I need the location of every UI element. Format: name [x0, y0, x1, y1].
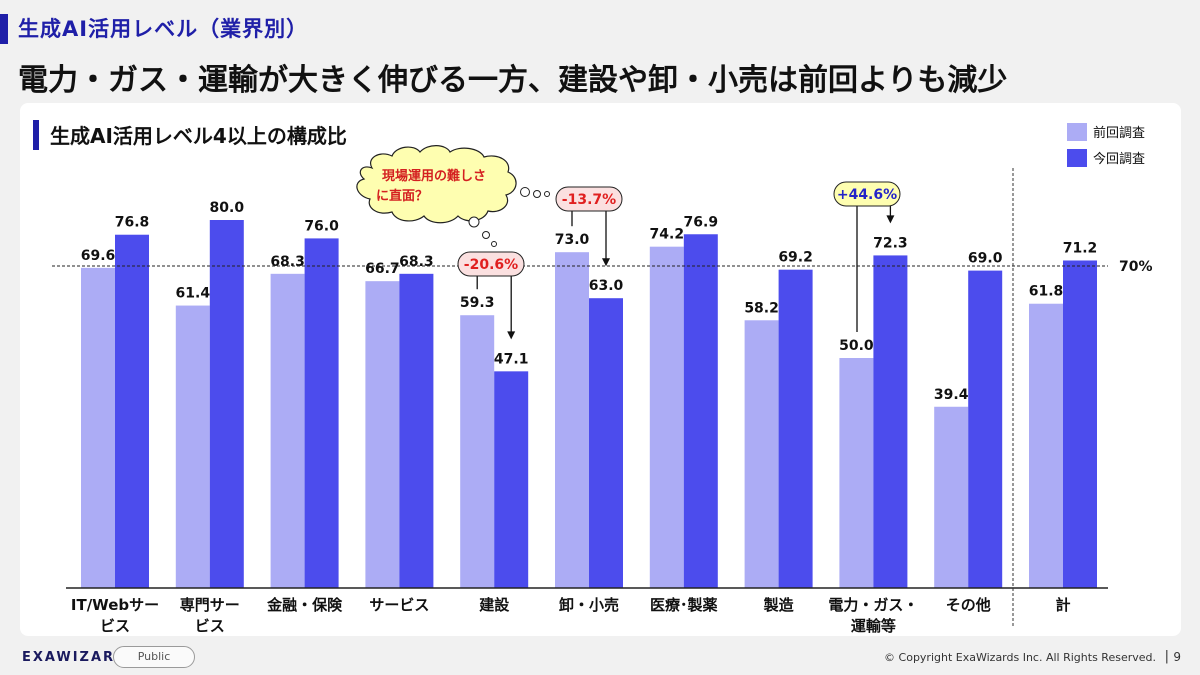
bar-previous [175, 305, 210, 588]
change-callout-text: -20.6% [464, 257, 518, 273]
data-label: 74.2 [650, 227, 685, 243]
data-label: 76.8 [115, 215, 150, 231]
thought-bubble-tail-dot [544, 191, 550, 197]
chart-title-accent-bar [33, 120, 39, 150]
thought-bubble-tail-dot [520, 187, 530, 197]
bar-previous [555, 252, 589, 588]
bar-previous [460, 315, 495, 588]
legend-swatch-previous [1067, 123, 1087, 141]
change-callout-text: +44.6% [837, 187, 897, 203]
reference-line-label: 70% [1119, 259, 1153, 275]
x-tick-label: その他 [946, 596, 991, 614]
callout-arrowhead [886, 215, 895, 224]
change-callout-text: -13.7% [562, 192, 616, 208]
bar-previous [270, 273, 305, 588]
data-label: 59.3 [460, 295, 495, 311]
bar-previous [365, 281, 400, 588]
legend-label-previous: 前回調査 [1093, 125, 1145, 141]
bar-previous [81, 267, 115, 588]
x-tick-label: IT/Webサー [71, 596, 159, 614]
bar-current [494, 371, 529, 588]
thought-bubble-text: に直面？ [376, 188, 428, 204]
x-tick-label: ビス [100, 617, 130, 635]
bar-current [873, 255, 908, 589]
change-callout-pill [555, 186, 623, 212]
legend-label-current: 今回調査 [1093, 151, 1145, 167]
company-logo: EXAWIZARDS [22, 650, 140, 665]
footer-separator: | [1164, 649, 1169, 664]
legend-swatch-current [1067, 149, 1087, 167]
bar-current [1063, 260, 1097, 588]
data-label: 72.3 [873, 235, 908, 251]
x-tick-label: 建設 [479, 596, 510, 614]
data-label: 69.2 [778, 250, 813, 266]
data-label: 66.7 [365, 261, 400, 277]
data-label: 39.4 [934, 387, 969, 403]
bar-current [968, 270, 1003, 588]
bar-current [399, 273, 434, 588]
x-tick-label: 卸・小売 [559, 596, 619, 614]
bar-current [304, 238, 339, 588]
data-label: 76.0 [304, 218, 339, 234]
bar-previous [744, 320, 779, 588]
bar-current [115, 234, 149, 588]
bar-previous [1029, 303, 1063, 588]
page-number: 9 [1173, 650, 1181, 664]
copyright-text: © Copyright ExaWizards Inc. All Rights R… [884, 651, 1156, 664]
bar-previous [934, 406, 969, 588]
data-label: 58.2 [744, 300, 779, 316]
x-tick-label: 運輸等 [851, 617, 896, 635]
data-label: 61.8 [1029, 284, 1064, 300]
bar-current [589, 298, 623, 588]
callout-arrowhead [602, 258, 610, 267]
data-label: 61.4 [176, 286, 211, 302]
x-tick-label: 医療･製薬 [650, 596, 718, 614]
data-label: 69.0 [968, 251, 1003, 267]
data-label: 80.0 [210, 200, 245, 216]
thought-bubble [356, 145, 517, 224]
section-title: 生成AI活用レベル（業界別） [18, 17, 309, 41]
x-tick-label: 専門サー [180, 596, 240, 614]
thought-bubble-tail-dot [482, 231, 490, 239]
x-tick-label: ビス [195, 617, 225, 635]
bar-current [209, 220, 244, 588]
data-label: 50.0 [839, 338, 874, 354]
data-label: 47.1 [494, 351, 529, 367]
section-accent-bar [0, 14, 8, 44]
x-tick-label: 計 [1055, 596, 1070, 614]
data-label: 69.6 [81, 248, 116, 264]
data-label: 68.3 [399, 254, 434, 270]
bar-previous [649, 246, 684, 588]
x-tick-label: 金融・保険 [266, 596, 343, 614]
callout-arrowhead [507, 331, 516, 340]
bar-current [778, 269, 813, 588]
thought-bubble-tail-dot [533, 190, 541, 198]
page-headline: 電力・ガス・運輸が大きく伸びる一方、建設や卸・小売は前回よりも減少 [18, 63, 1008, 98]
public-badge: Public [113, 646, 195, 668]
thought-bubble-tail-dot [491, 241, 497, 247]
bar-current [683, 234, 718, 588]
data-label: 71.2 [1063, 240, 1098, 256]
data-label: 73.0 [555, 232, 590, 248]
chart-title: 生成AI活用レベル4以上の構成比 [50, 124, 347, 148]
change-callout-pill [833, 181, 901, 207]
x-tick-label: 製造 [763, 596, 794, 614]
bar-previous [839, 358, 874, 588]
data-label: 76.9 [684, 214, 719, 230]
thought-bubble-tail-dot [468, 216, 480, 228]
data-label: 68.3 [270, 254, 305, 270]
data-label: 63.0 [589, 278, 624, 294]
thought-bubble-text: 現場運用の難しさ [382, 168, 486, 184]
change-callout-pill [457, 251, 525, 277]
x-tick-label: 電力・ガス・ [828, 596, 918, 614]
x-tick-label: サービス [369, 596, 429, 614]
